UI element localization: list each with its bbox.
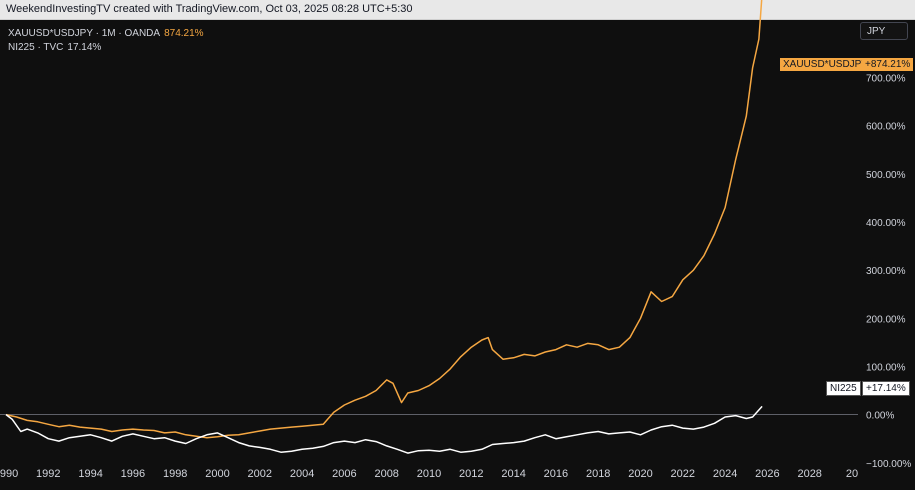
legend-row-nikkei[interactable]: NI225 · TVC 17.14% bbox=[8, 41, 204, 55]
legend-label-nikkei: NI225 · TVC bbox=[8, 42, 64, 53]
x-tick-label: 2018 bbox=[586, 468, 610, 480]
x-tick-label: 1996 bbox=[121, 468, 145, 480]
series-line-nikkei[interactable] bbox=[5, 405, 763, 454]
x-tick-label: 1990 bbox=[0, 468, 18, 480]
y-tick-label: 0.00% bbox=[866, 411, 894, 422]
x-tick-label: 2020 bbox=[628, 468, 652, 480]
x-tick-label: 2016 bbox=[544, 468, 568, 480]
x-tick-label: 2012 bbox=[459, 468, 483, 480]
x-tick-label: 2000 bbox=[205, 468, 229, 480]
y-tick-label: 500.00% bbox=[866, 170, 906, 181]
currency-selector[interactable]: JPY bbox=[860, 22, 908, 40]
last-price-label-nikkei: NI225 bbox=[826, 381, 861, 396]
x-tick-label: 2004 bbox=[290, 468, 314, 480]
last-price-value-gold: +874.21% bbox=[862, 58, 914, 71]
y-tick-label: 300.00% bbox=[866, 266, 906, 277]
x-tick-label: 2002 bbox=[248, 468, 272, 480]
x-tick-label: 1998 bbox=[163, 468, 187, 480]
last-price-label-gold: XAUUSD*USDJPY bbox=[780, 58, 872, 71]
x-tick-label: 20 bbox=[846, 468, 858, 480]
x-tick-label: 2008 bbox=[374, 468, 398, 480]
x-tick-label: 2006 bbox=[332, 468, 356, 480]
attribution-text: WeekendInvestingTV created with TradingV… bbox=[6, 3, 413, 15]
y-tick-label: 700.00% bbox=[866, 74, 906, 85]
x-tick-label: 2026 bbox=[755, 468, 779, 480]
y-tick-label: 100.00% bbox=[866, 362, 906, 373]
y-tick-label: 400.00% bbox=[866, 218, 906, 229]
y-tick-label: 600.00% bbox=[866, 122, 906, 133]
x-tick-label: 2014 bbox=[501, 468, 525, 480]
legend-value-nikkei: 17.14% bbox=[67, 42, 102, 53]
x-tick-label: 2022 bbox=[671, 468, 695, 480]
y-tick-label: −100.00% bbox=[866, 459, 911, 470]
legend-value-gold: 874.21% bbox=[164, 28, 204, 39]
x-tick-label: 2010 bbox=[417, 468, 441, 480]
x-tick-label: 2028 bbox=[797, 468, 821, 480]
legend-label-gold: XAUUSD*USDJPY · 1M · OANDA bbox=[8, 28, 161, 39]
x-tick-label: 2024 bbox=[713, 468, 737, 480]
series-line-gold[interactable] bbox=[5, 0, 763, 439]
last-price-value-nikkei: +17.14% bbox=[862, 381, 910, 396]
chart-area[interactable] bbox=[0, 20, 915, 490]
x-tick-label: 1994 bbox=[78, 468, 102, 480]
chart-legend: XAUUSD*USDJPY · 1M · OANDA 874.21% NI225 … bbox=[8, 27, 204, 55]
legend-row-gold[interactable]: XAUUSD*USDJPY · 1M · OANDA 874.21% bbox=[8, 27, 204, 41]
x-tick-label: 1992 bbox=[36, 468, 60, 480]
attribution-bar: WeekendInvestingTV created with TradingV… bbox=[0, 0, 915, 20]
y-tick-label: 200.00% bbox=[866, 314, 906, 325]
